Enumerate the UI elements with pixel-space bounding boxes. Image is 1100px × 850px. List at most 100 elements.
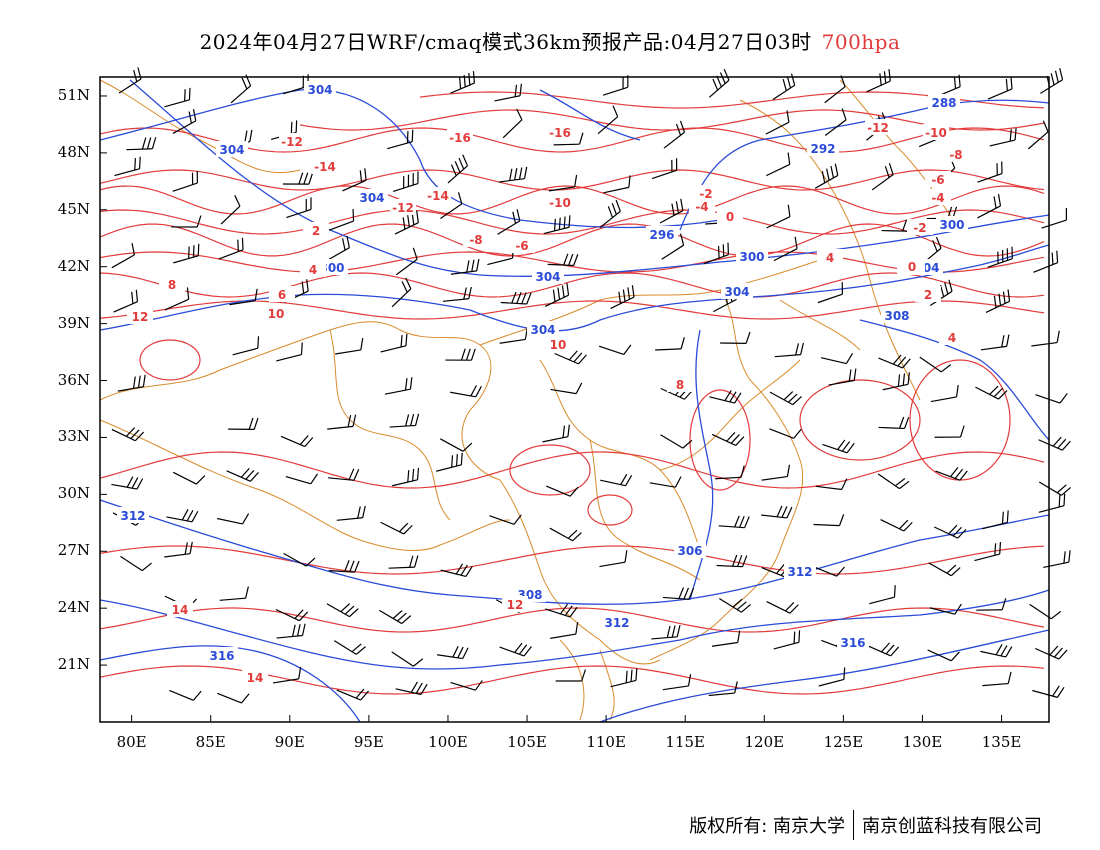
barb-feather [460, 452, 463, 465]
height-contour [689, 329, 714, 601]
barb-feather [948, 524, 958, 535]
barb-feather [993, 196, 997, 209]
temperature-isotherm [99, 251, 1045, 273]
lon-label: 105E [507, 733, 547, 751]
barb-feather [724, 390, 732, 401]
height-label: 304 [307, 83, 332, 97]
wind-barb [934, 524, 967, 539]
wind-barb [392, 467, 420, 487]
barb-feather [137, 375, 141, 388]
barb-staff [1033, 262, 1058, 273]
wind-barb [716, 554, 748, 568]
wind-barb [824, 108, 847, 136]
barb-feather [416, 467, 420, 480]
height-contour [679, 99, 1050, 231]
barb-feather [1005, 78, 1009, 91]
barb-feather [734, 515, 740, 528]
wind-barb [822, 439, 855, 454]
temperature-label: -16 [549, 126, 571, 140]
barb-staff [761, 514, 788, 519]
height-contour [539, 89, 641, 141]
barb-feather [1001, 335, 1005, 348]
temperature-label: -8 [949, 148, 962, 162]
barb-staff [651, 636, 678, 640]
wind-barb [598, 344, 632, 356]
barb-feather [402, 217, 406, 230]
barb-feather [786, 76, 792, 89]
wind-barb [928, 562, 961, 577]
barb-feather [181, 509, 189, 521]
boundary-line [779, 299, 861, 351]
barb-staff [713, 298, 737, 313]
temperature-label: -12 [281, 135, 303, 149]
boundary-line [659, 359, 801, 471]
temperature-closed-contour [587, 494, 633, 526]
wind-barb [820, 352, 854, 365]
barb-feather [578, 354, 587, 365]
barb-feather [308, 172, 314, 185]
barb-feather [298, 666, 302, 679]
barb-feather [1058, 494, 1061, 508]
barb-staff [660, 434, 684, 449]
barb-staff [974, 553, 1000, 562]
barb-feather [737, 554, 743, 567]
wind-barb [985, 289, 1011, 313]
temperature-label: 12 [132, 310, 149, 324]
lon-label: 110E [586, 733, 626, 751]
barb-feather [786, 506, 793, 519]
barb-staff [822, 443, 848, 454]
barb-staff [326, 247, 350, 262]
barb-staff [549, 527, 573, 542]
wind-barb [774, 342, 805, 358]
barb-feather [952, 526, 962, 537]
height-contour [99, 645, 361, 723]
barb-feather [468, 286, 472, 299]
wind-barb [773, 236, 798, 262]
footer-divider [853, 810, 854, 840]
barb-feather [466, 260, 470, 273]
lat-label: 45N [57, 199, 90, 218]
temperature-label: 2 [312, 224, 320, 238]
barb-feather [558, 217, 561, 230]
boundary-line [329, 329, 451, 521]
barb-feather [729, 391, 737, 403]
barb-feather [360, 337, 364, 351]
height-label: 316 [840, 636, 865, 650]
barb-staff [1034, 647, 1060, 660]
barb-staff [703, 254, 729, 265]
barb-staff [392, 479, 418, 487]
wind-barb [989, 128, 1017, 147]
wind-barb [547, 253, 579, 267]
barb-feather [352, 209, 355, 222]
wind-barb [120, 555, 152, 572]
lat-label: 51N [57, 85, 90, 104]
barb-feather [476, 258, 480, 272]
barb-staff [602, 86, 628, 96]
barb-feather [511, 291, 517, 304]
barb-feather [790, 73, 796, 86]
barb-staff [172, 471, 197, 485]
barb-feather [1051, 252, 1054, 265]
wind-barb [709, 390, 742, 404]
wind-barb [719, 598, 752, 613]
barb-feather [581, 669, 586, 682]
barb-feather [410, 681, 418, 693]
barb-feather [575, 382, 583, 394]
barb-feather [305, 557, 316, 567]
barb-staff [772, 84, 795, 100]
barb-feather [730, 434, 740, 444]
height-contour [859, 319, 1050, 441]
height-label: 300 [739, 250, 764, 264]
barb-feather [192, 690, 202, 701]
barb-feather [993, 387, 1004, 398]
barb-staff [226, 470, 251, 482]
wind-barb [662, 674, 692, 691]
barb-feather [248, 417, 254, 430]
barb-feather [353, 469, 360, 481]
temperature-label: -10 [549, 196, 571, 210]
barb-feather [635, 668, 638, 681]
barb-feather [514, 84, 518, 97]
barb-staff [489, 515, 515, 525]
barb-staff [497, 220, 521, 235]
wind-barb [773, 630, 801, 650]
